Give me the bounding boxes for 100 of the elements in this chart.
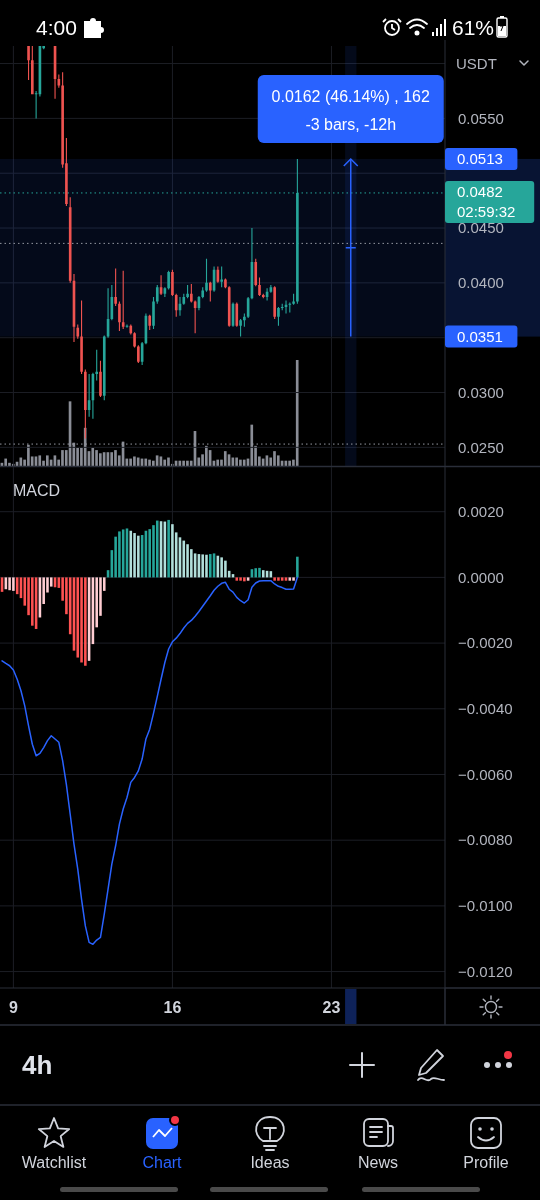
bar <box>152 525 155 578</box>
bar <box>261 570 265 578</box>
text: Chart <box>142 1154 183 1171</box>
bar <box>118 531 121 578</box>
bar <box>186 544 189 578</box>
y-tick-label: −0.0020 <box>458 634 513 652</box>
annotation: 0.0351 <box>457 327 503 345</box>
candlestick <box>186 285 189 299</box>
ref-line-label: 0.0482 02:59:32 <box>457 182 516 220</box>
candlestick <box>99 360 102 397</box>
text: Watchlist <box>21 1154 87 1171</box>
y-tick-label: 0.0300 <box>458 383 504 401</box>
bar <box>220 557 223 578</box>
candlestick <box>133 332 136 348</box>
bar <box>133 456 136 466</box>
candlestick <box>31 46 34 95</box>
bar <box>209 554 212 578</box>
candlestick <box>102 335 106 401</box>
candlestick <box>258 277 261 297</box>
y-tick-label: 0.0250 <box>458 438 504 456</box>
candlestick <box>292 293 295 305</box>
candlestick <box>114 268 117 306</box>
candlestick <box>243 313 246 327</box>
y-tick-label: 0.0450 <box>458 219 504 237</box>
bar <box>148 529 151 578</box>
bar <box>167 519 170 578</box>
candlestick <box>277 306 280 326</box>
bar <box>95 450 98 466</box>
text: News <box>357 1154 399 1171</box>
candlestick <box>227 286 231 327</box>
bar <box>8 577 11 591</box>
bar <box>12 577 15 591</box>
y-axis-title: USDT <box>456 55 497 72</box>
bar <box>205 554 208 578</box>
candlestick <box>235 302 239 327</box>
candlestick <box>148 314 152 331</box>
candlestick <box>155 285 159 304</box>
candlestick <box>152 297 155 329</box>
bar <box>288 460 291 466</box>
bar <box>296 556 299 578</box>
bar <box>144 458 148 466</box>
bar <box>243 577 246 582</box>
candlestick <box>208 281 212 302</box>
y-tick-label: 0.0550 <box>458 109 504 127</box>
bar <box>276 455 280 466</box>
candlestick <box>224 278 227 289</box>
bar <box>114 450 117 466</box>
bar <box>280 577 284 581</box>
candlestick <box>167 270 170 290</box>
text: MACD <box>13 482 61 499</box>
bar <box>76 577 80 658</box>
bar <box>239 577 242 581</box>
bar <box>182 460 185 466</box>
band-label: 0.0162 (46.14%) , 162 -3 bars, -12h <box>271 87 431 133</box>
y-tick-label: −0.0060 <box>458 765 513 783</box>
text: 4:00 <box>36 16 77 39</box>
bar <box>163 459 167 466</box>
bar <box>277 577 280 581</box>
bar <box>84 577 87 666</box>
bar <box>186 460 189 466</box>
bar <box>239 459 242 466</box>
candlestick <box>121 270 125 329</box>
text: Ideas <box>250 1154 290 1171</box>
candlestick <box>137 345 140 363</box>
bar <box>4 458 7 466</box>
bar <box>246 577 250 581</box>
bar <box>31 577 34 626</box>
y-tick-label: −0.0100 <box>458 897 513 915</box>
bar <box>288 577 292 581</box>
bar <box>129 530 133 578</box>
candlestick <box>220 266 223 288</box>
bar <box>136 457 140 466</box>
y-tick-label: −0.0040 <box>458 700 513 718</box>
candlestick <box>95 349 99 381</box>
candlestick <box>125 324 129 328</box>
bar <box>223 451 227 466</box>
candlestick <box>129 324 133 335</box>
bar <box>284 577 288 581</box>
candlestick <box>80 300 83 374</box>
bar <box>235 577 239 581</box>
bar <box>91 447 95 466</box>
bar <box>292 577 295 581</box>
bar <box>19 457 23 466</box>
candlestick <box>174 293 178 317</box>
x-tick-label: 16 <box>163 999 182 1016</box>
x-tick-label: 23 <box>322 999 341 1016</box>
bar <box>224 560 227 578</box>
bar <box>216 459 220 466</box>
bar <box>129 458 132 466</box>
bar <box>235 457 238 466</box>
candlestick <box>118 301 121 332</box>
bar <box>155 520 159 578</box>
bar <box>38 455 42 466</box>
text: Profile <box>463 1154 509 1171</box>
annotation: 0.0513 <box>457 149 503 167</box>
y-tick-label: −0.0080 <box>458 831 513 849</box>
candlestick <box>205 258 208 292</box>
bar <box>76 447 79 466</box>
y-tick-label: 0.0000 <box>458 568 504 586</box>
x-tick-label: 9 <box>8 999 18 1016</box>
